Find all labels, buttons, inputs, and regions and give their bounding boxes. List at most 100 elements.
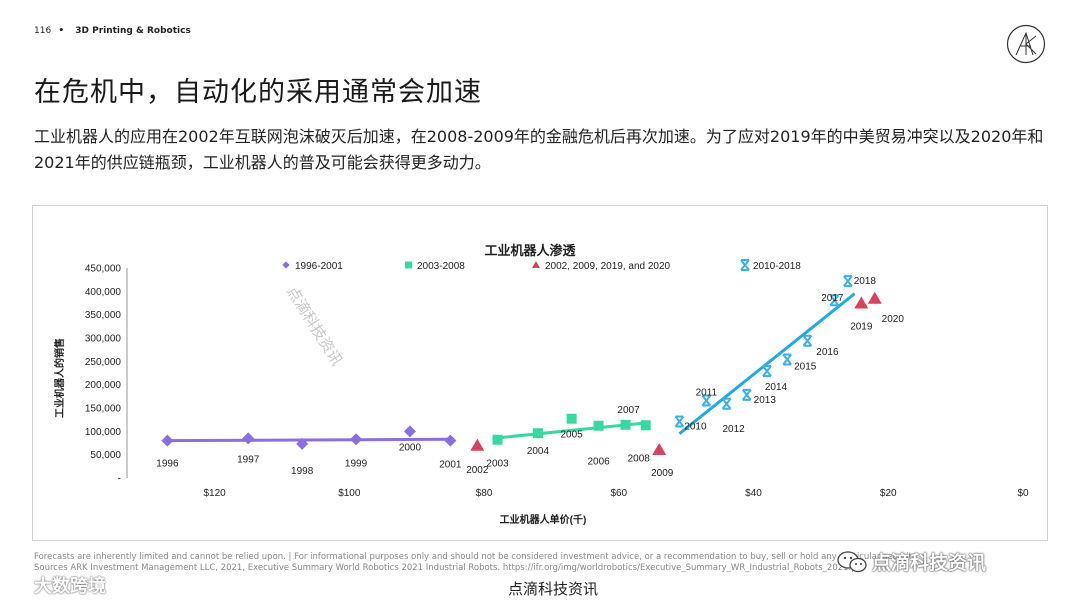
data-point-2010	[674, 415, 685, 428]
point-label-2010: 2010	[684, 422, 707, 433]
data-point-2009	[652, 443, 667, 455]
y-axis-label: 工业机器人的销售	[53, 338, 66, 418]
legend-item: 2010-2018	[740, 259, 801, 272]
legend-marker	[532, 261, 540, 268]
point-label-2017: 2017	[821, 293, 844, 304]
point-label-2006: 2006	[587, 457, 610, 468]
footer-disclaimer: Forecasts are inherently limited and can…	[34, 552, 919, 562]
point-label-2001: 2001	[439, 460, 462, 471]
y-tick-label: 400,000	[85, 287, 122, 298]
x-tick-label: $80	[476, 488, 493, 499]
point-label-2019: 2019	[850, 321, 873, 332]
y-tick-label: 150,000	[85, 404, 122, 415]
x-tick-label: $100	[338, 488, 361, 499]
section-title: 3D Printing & Robotics	[75, 26, 191, 36]
point-label-2003: 2003	[486, 459, 509, 470]
legend-label: 2002, 2009, 2019, and 2020	[545, 261, 671, 272]
x-axis-label: 工业机器人单价(千)	[500, 513, 587, 526]
bottom-center-watermark: 点滴科技资讯	[508, 580, 599, 598]
data-point-2004	[532, 428, 543, 439]
point-label-2014: 2014	[765, 382, 788, 393]
legend-item: 1996-2001	[282, 261, 343, 272]
bottom-right-watermark: 点滴科技资讯	[872, 548, 986, 575]
data-point-1997	[242, 432, 255, 445]
data-point-2020	[867, 291, 882, 304]
data-point-2006	[593, 420, 604, 431]
point-label-1997: 1997	[237, 454, 260, 465]
trendline	[167, 437, 451, 443]
point-label-2000: 2000	[399, 442, 422, 453]
data-point-2008	[640, 420, 651, 431]
data-point-2012	[721, 397, 732, 410]
page-subtitle: 工业机器人的应用在2002年互联网泡沫破灭后加速，在2008-2009年的金融危…	[34, 127, 1044, 172]
legend-label: 2003-2008	[417, 261, 465, 272]
data-point-1999	[350, 433, 363, 446]
legend-marker	[405, 261, 412, 269]
page-header: 116 • 3D Printing & Robotics	[34, 26, 191, 36]
legend-marker	[740, 259, 750, 271]
data-point-2018	[843, 275, 853, 288]
y-tick-label: 100,000	[85, 427, 122, 438]
point-label-2020: 2020	[882, 314, 905, 325]
y-tick-label: -	[118, 474, 121, 485]
scatter-chart: 工业机器人渗透 工业机器人的销售 工业机器人单价(千) 450,000 400,0…	[53, 243, 1029, 526]
data-point-1996	[161, 434, 174, 447]
data-point-2014	[762, 365, 772, 378]
data-point-2005	[566, 413, 577, 424]
legend-item: 2003-2008	[405, 261, 465, 272]
data-point-2013	[742, 388, 752, 401]
point-label-2005: 2005	[561, 430, 584, 441]
data-point-2016	[802, 334, 813, 347]
legend-label: 1996-2001	[295, 261, 343, 272]
footer-sources: Sources ARK Investment Management LLC, 2…	[34, 563, 866, 573]
data-point-2011	[701, 394, 712, 407]
point-label-2016: 2016	[816, 347, 839, 358]
legend-item: 2002, 2009, 2019, and 2020	[532, 261, 671, 272]
y-tick-label: 200,000	[85, 380, 122, 391]
legend-marker	[282, 261, 290, 269]
data-point-2000	[403, 425, 416, 438]
trendline	[678, 292, 856, 435]
point-label-2012: 2012	[722, 424, 745, 435]
y-tick-label: 450,000	[85, 264, 122, 275]
chart-title: 工业机器人渗透	[484, 243, 575, 258]
point-label-2008: 2008	[628, 453, 651, 464]
x-tick-label: $0	[1017, 488, 1029, 499]
bottom-left-watermark: 大数跨境	[8, 572, 106, 598]
y-tick-label: 250,000	[85, 357, 122, 368]
header-bullet: •	[58, 26, 65, 36]
data-point-2007	[620, 419, 631, 430]
footer-notes: Forecasts are inherently limited and can…	[34, 552, 1034, 574]
data-point-2015	[782, 353, 792, 366]
data-point-1998	[296, 437, 309, 450]
point-label-2007: 2007	[617, 405, 640, 416]
x-tick-label: $40	[745, 488, 762, 499]
page-title: 在危机中，自动化的采用通常会加速	[34, 77, 482, 108]
point-label-2013: 2013	[754, 395, 777, 406]
y-tick-label: 50,000	[90, 450, 121, 461]
y-tick-label: 300,000	[85, 334, 122, 345]
x-tick-label: $20	[880, 488, 897, 499]
point-label-2002: 2002	[466, 465, 489, 476]
ark-logo-icon	[1006, 24, 1046, 64]
wechat-icon	[837, 551, 867, 573]
bottom-left-watermark-text: 大数跨境	[34, 576, 106, 597]
point-label-2018: 2018	[854, 276, 877, 287]
data-point-2019	[854, 296, 869, 309]
data-point-2002	[470, 438, 485, 451]
point-label-2015: 2015	[794, 361, 817, 372]
point-label-2009: 2009	[651, 468, 674, 479]
point-label-1996: 1996	[156, 459, 179, 470]
legend-label: 2010-2018	[753, 261, 801, 272]
page-number: 116	[34, 26, 52, 36]
point-label-2004: 2004	[527, 446, 550, 457]
point-label-1999: 1999	[345, 458, 368, 469]
x-tick-label: $120	[203, 488, 226, 499]
data-point-2001	[444, 434, 457, 447]
data-point-2003	[492, 434, 503, 445]
y-tick-label: 350,000	[85, 310, 122, 321]
data-point-2017	[829, 294, 840, 307]
chart-panel: 工业机器人渗透 工业机器人的销售 工业机器人单价(千) 450,000 400,0…	[32, 205, 1048, 541]
point-label-1998: 1998	[291, 466, 314, 477]
x-tick-label: $60	[610, 488, 627, 499]
